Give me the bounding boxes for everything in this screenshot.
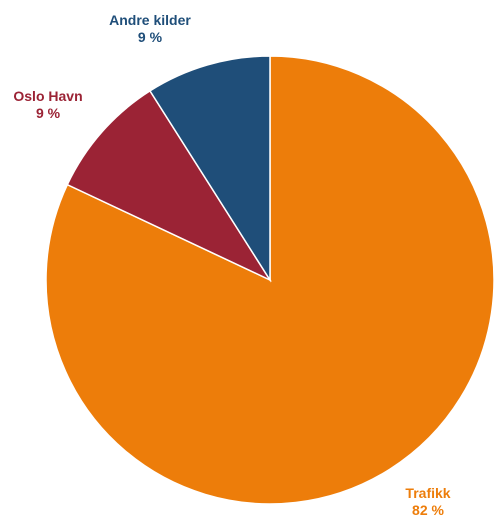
slice-name-oslo-havn: Oslo Havn [13,88,83,104]
slice-value-andre-kilder: 9 % [137,29,163,45]
pie-slice-oslo-havn [66,89,273,282]
pie-slice-trafikk [45,55,495,505]
pie-slice-andre-kilder [148,55,271,283]
slice-label-trafikk: Trafikk 82 % [405,485,450,519]
slice-name-trafikk: Trafikk [405,485,451,501]
slice-value-oslo-havn: 9 % [35,105,61,121]
slice-name-andre-kilder: Andre kilder [109,12,191,28]
slice-value-trafikk: 82 % [412,502,444,518]
slice-label-andre-kilder: Andre kilder 9 % [109,12,191,46]
slice-label-oslo-havn: Oslo Havn 9 % [13,88,82,122]
